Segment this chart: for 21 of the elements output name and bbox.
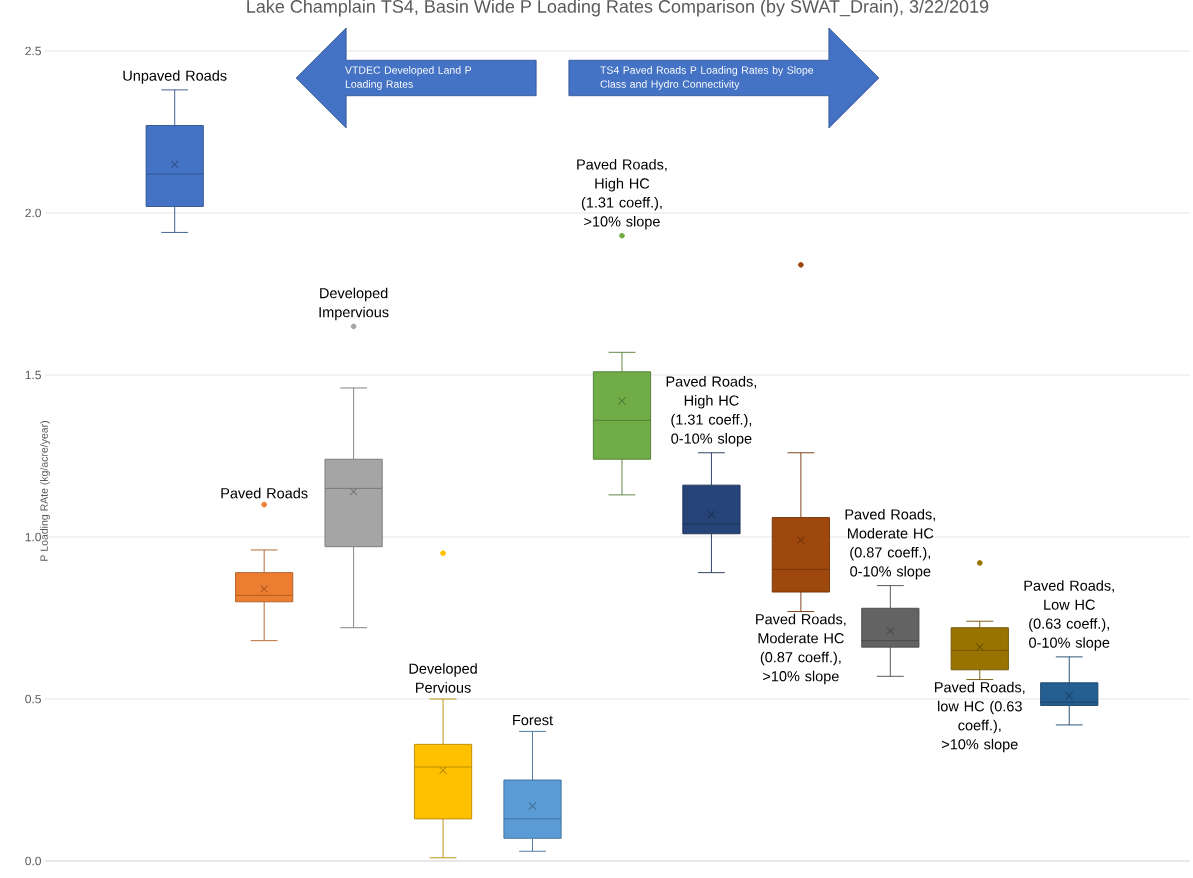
chart-title: Lake Champlain TS4, Basin Wide P Loading Rates Comparison (by SWAT_Drain), 3/22/2019 [247,0,989,17]
x-tick-label: Forest [513,715,553,726]
x-tick-label: Paved Roads, High HC (1.31 coeff.), >10% slope [577,158,667,230]
annotation: VTDEC Developed Land P Loading Rates [345,66,472,90]
y-tick-label: 0.5 [25,694,41,704]
x-tick-label: Paved Roads, High HC (1.31 coeff.), 0-10% slope [666,376,757,447]
x-tick-label: Developed Impervious [319,287,389,321]
y-tick-label: 0.0 [25,856,42,866]
y-tick-label: 2.0 [25,208,42,218]
x-tick-label: Paved Roads, low HC (0.63 coeff.), >10% slope [935,681,1025,753]
x-tick-label: Paved Roads, Moderate HC (0.87 coeff.), >10% slope [756,613,846,685]
x-tick-label: Paved Roads, Low HC (0.63 coeff.), 0-10% slope [1024,580,1114,651]
y-axis-title: P Loading RAte (kg/acre/year) [40,421,50,561]
y-tick-label: 2.5 [25,46,41,56]
y-tick-label: 1.5 [25,370,41,380]
x-tick-label: Paved Roads, Moderate HC (0.87 coeff.), 0-10% slope [845,508,935,580]
x-tick-label: Unpaved Roads [123,70,227,84]
annotation: TS4 Paved Roads P Loading Rates by Slope Class and Hydro Connectivity [600,66,814,90]
x-tick-label: Developed Pervious [409,663,477,693]
y-tick-label: 1.0 [25,532,42,542]
x-tick-label: Paved Roads [221,487,308,499]
